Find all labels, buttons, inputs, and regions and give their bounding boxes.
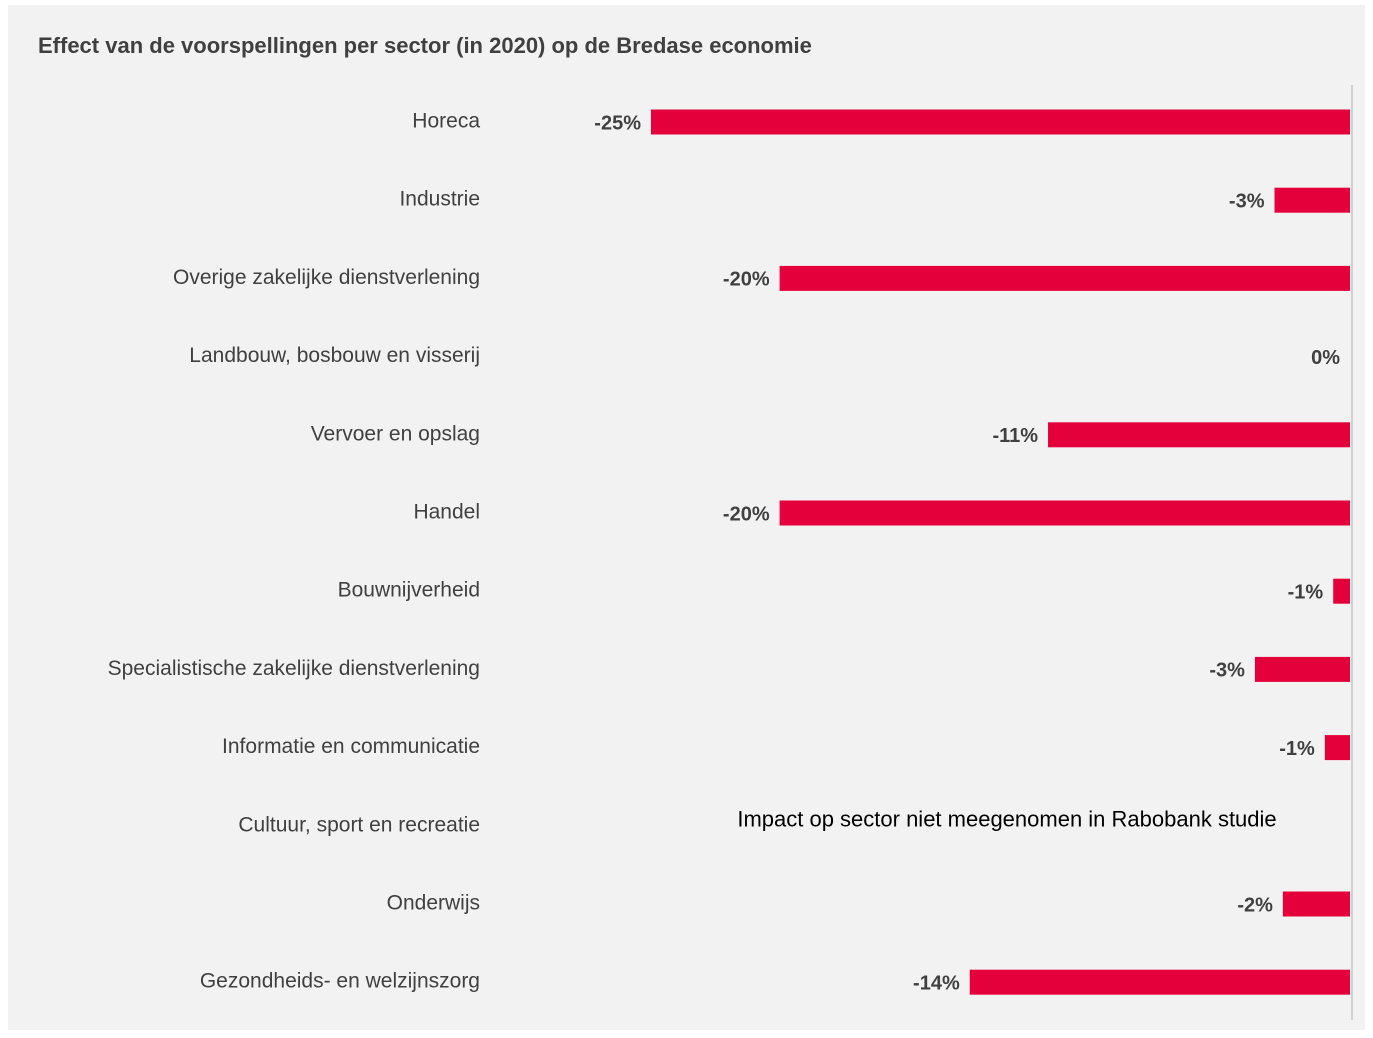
bar	[651, 109, 1350, 135]
chart-title: Effect van de voorspellingen per sector …	[38, 33, 812, 58]
bar	[969, 969, 1350, 995]
category-label: Specialistische zakelijke dienstverlenin…	[108, 657, 480, 680]
bar	[1333, 578, 1350, 604]
category-label: Cultuur, sport en recreatie	[238, 813, 480, 836]
data-label: -1%	[1288, 581, 1324, 603]
category-label: Bouwnijverheid	[338, 579, 480, 602]
data-label: -11%	[992, 425, 1038, 447]
bar	[1254, 656, 1350, 682]
data-label: -20%	[723, 503, 770, 525]
category-label: Horeca	[412, 110, 480, 133]
bar	[1324, 735, 1350, 761]
data-label: -25%	[594, 112, 641, 134]
bar	[779, 500, 1350, 526]
category-label: Vervoer en opslag	[311, 422, 480, 445]
category-label: Landbouw, bosbouw en visserij	[189, 344, 480, 367]
bar	[1282, 891, 1350, 917]
data-label: -20%	[723, 269, 770, 291]
category-label: Onderwijs	[387, 892, 480, 915]
data-label: -3%	[1229, 190, 1265, 212]
category-label: Industrie	[399, 188, 480, 211]
category-label: Overige zakelijke dienstverlening	[173, 266, 480, 289]
category-label: Handel	[413, 501, 480, 524]
data-label: -1%	[1279, 738, 1315, 760]
data-label: -3%	[1209, 660, 1245, 682]
category-label: Informatie en communicatie	[222, 735, 480, 758]
data-label: 0%	[1311, 347, 1340, 369]
annotation: Impact op sector niet meegenomen in Rabo…	[737, 807, 1276, 832]
bar	[779, 265, 1350, 291]
bar	[1048, 422, 1350, 448]
data-label: -14%	[913, 972, 960, 994]
bar	[1274, 187, 1350, 213]
category-label: Gezondheids- en welzijnszorg	[200, 970, 480, 993]
data-label: -2%	[1237, 894, 1273, 916]
